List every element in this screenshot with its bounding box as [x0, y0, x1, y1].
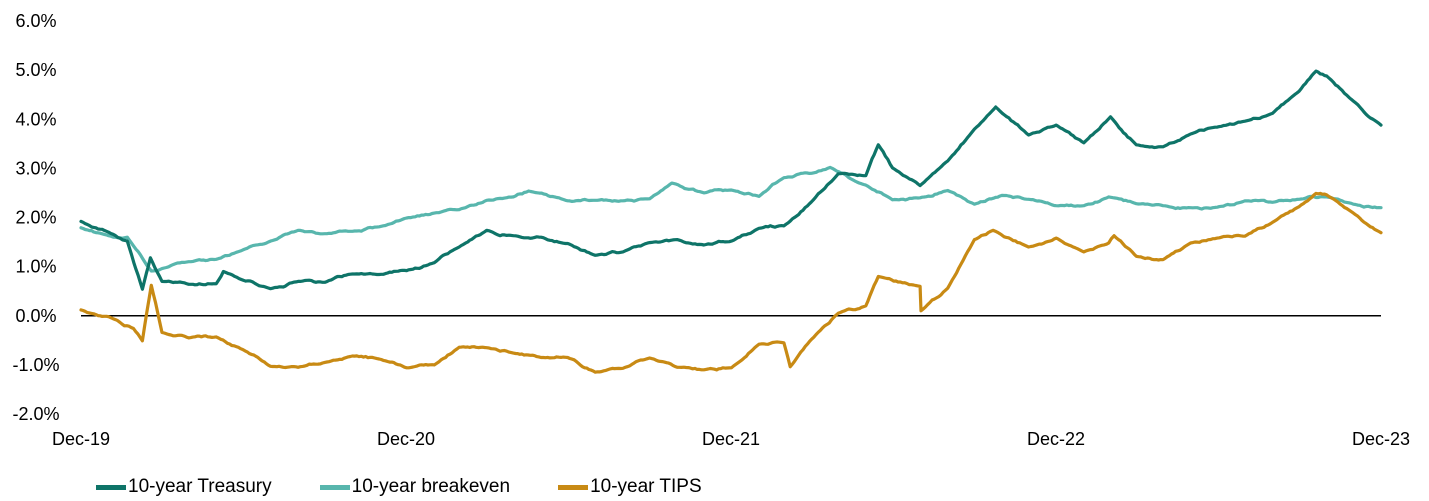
y-tick-label: -1.0%: [12, 355, 59, 375]
x-tick-label: Dec-19: [52, 429, 110, 449]
legend-item-breakeven: 10-year breakeven: [319, 476, 511, 498]
y-tick-label: 0.0%: [15, 306, 56, 326]
y-tick-label: 6.0%: [15, 11, 56, 31]
legend-label-tips: 10-year TIPS: [590, 476, 702, 497]
legend-item-treasury: 10-year Treasury: [96, 476, 272, 498]
series-lines: [79, 69, 1383, 374]
legend: 10-year Treasury 10-year breakeven 10-ye…: [96, 476, 702, 498]
x-axis-tick-labels: Dec-19 Dec-20 Dec-21 Dec-22 Dec-23: [52, 429, 1410, 449]
series-line-10-year-tips: [79, 191, 1383, 374]
y-tick-label: -2.0%: [12, 404, 59, 424]
y-tick-label: 4.0%: [15, 109, 56, 129]
y-tick-label: 3.0%: [15, 158, 56, 178]
series-line-10-year-treasury: [79, 69, 1383, 291]
x-tick-label: Dec-22: [1027, 429, 1085, 449]
legend-label-treasury: 10-year Treasury: [128, 476, 272, 497]
legend-item-tips: 10-year TIPS: [558, 476, 702, 498]
legend-label-breakeven: 10-year breakeven: [351, 476, 511, 497]
series-line-10-year-breakeven: [79, 165, 1383, 273]
y-tick-label: 2.0%: [15, 208, 56, 228]
legend-swatch-tips: [558, 484, 589, 490]
y-axis-tick-labels: 6.0% 5.0% 4.0% 3.0% 2.0% 1.0% 0.0% -1.0% -2.0%: [12, 11, 59, 424]
legend-swatch-breakeven: [319, 484, 350, 490]
x-tick-label: Dec-20: [377, 429, 435, 449]
y-tick-label: 1.0%: [15, 257, 56, 277]
x-tick-label: Dec-21: [702, 429, 760, 449]
x-tick-label: Dec-23: [1352, 429, 1410, 449]
legend-swatch-treasury: [96, 484, 126, 490]
y-tick-label: 5.0%: [15, 60, 56, 80]
